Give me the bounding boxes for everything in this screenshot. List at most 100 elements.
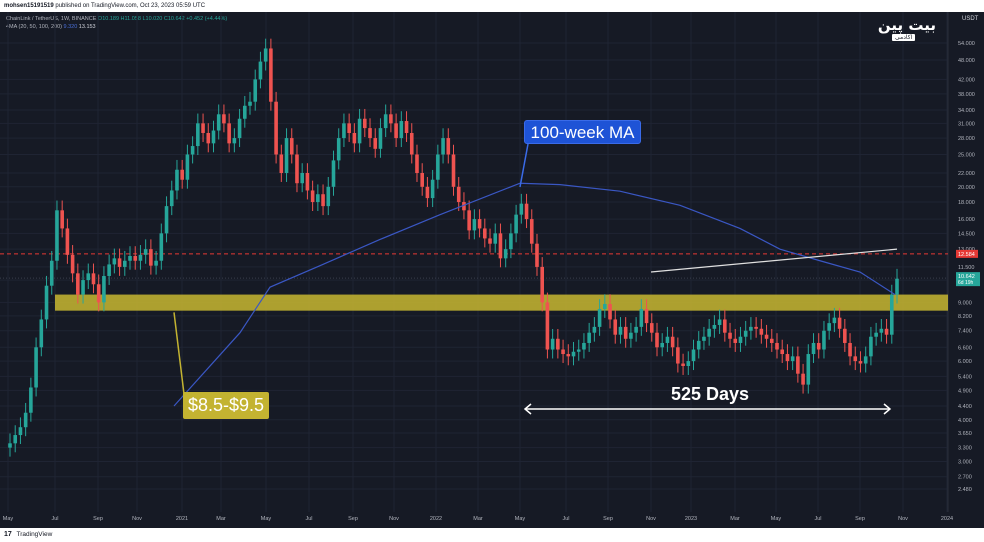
candle-body (70, 254, 75, 274)
trend-line (650, 248, 898, 273)
candle-body (738, 336, 743, 343)
price-tick-label: 8.200 (958, 314, 972, 320)
candle-body (874, 332, 878, 337)
candle-body (18, 427, 23, 436)
ma-value-1: 9.320 (63, 24, 78, 30)
candle-body (545, 302, 550, 350)
candle-body (550, 338, 555, 350)
price-tick-label: 38.000 (958, 92, 975, 98)
time-tick-label: 2022 (430, 516, 442, 522)
time-tick-label: May (261, 516, 272, 522)
candle-body (378, 128, 383, 149)
candle-body (316, 194, 320, 203)
price-tick-label: 31.000 (958, 121, 975, 127)
candle-body (660, 342, 665, 348)
candle-body (96, 284, 101, 303)
candle-body (60, 210, 64, 229)
current-price-text: 10.642 (958, 274, 975, 280)
candle-body (608, 304, 612, 320)
candle-body (44, 285, 49, 320)
symbol-title[interactable]: ChainLink / TetherUS, 1W, BINANCE (6, 16, 97, 22)
candle-body (644, 308, 649, 324)
price-tick-label: 3.300 (958, 446, 972, 452)
candle-body (790, 356, 795, 362)
candle-body (446, 138, 451, 155)
candle-body (529, 219, 534, 244)
candle-body (462, 202, 466, 211)
candle-body (430, 179, 435, 199)
candle-body (483, 228, 487, 239)
candle-body (603, 304, 607, 309)
ma-callout-label: 100-week MA (524, 120, 641, 144)
candle-body (86, 273, 91, 281)
candle-body (331, 160, 336, 187)
time-tick-label: Sep (93, 516, 103, 522)
candle-body (670, 336, 675, 348)
candle-body (284, 138, 289, 173)
candle-body (895, 278, 899, 295)
candle-body (190, 146, 195, 155)
publish-bar: mohsen15191519 published on TradingView.… (0, 0, 984, 12)
candle-body (822, 330, 826, 350)
candle-body (263, 48, 268, 62)
candle-body (503, 249, 508, 259)
candle-body (801, 373, 805, 385)
candle-body (300, 172, 304, 184)
price-tick-label: 20.000 (958, 185, 975, 191)
candle-body (185, 154, 190, 180)
ma-indicator-label[interactable]: 4MA (20, 50, 100, 200) (6, 24, 62, 30)
candle-body (686, 361, 691, 367)
time-tick-label: Mar (730, 516, 740, 522)
price-tick-label: 4.400 (958, 404, 972, 410)
price-tick-label: 54.000 (958, 41, 975, 47)
candle-body (269, 48, 273, 102)
candle-body (336, 138, 341, 161)
time-tick-label: Sep (603, 516, 613, 522)
candle-body (363, 118, 367, 129)
publish-info: published on TradingView.com, Oct 23, 20… (55, 3, 206, 9)
candle-body (253, 79, 258, 102)
time-tick-label: Sep (348, 516, 358, 522)
candle-body (509, 233, 513, 250)
candle-body (618, 326, 623, 335)
candle-body (389, 114, 393, 124)
currency-label: USDT (962, 16, 979, 22)
candle-body (133, 255, 138, 261)
candle-body (597, 308, 602, 327)
candle-body (456, 186, 461, 203)
time-tick-label: 2024 (941, 516, 953, 522)
support-zone-label: $8.5-$9.5 (183, 392, 269, 419)
time-tick-label: Nov (898, 516, 908, 522)
candle-body (342, 123, 346, 139)
candle-body (107, 264, 111, 277)
candle-body (169, 190, 174, 207)
candle-body (837, 317, 842, 329)
candle-body (368, 128, 372, 139)
candle-body (613, 319, 618, 335)
ma-100-week-line (173, 182, 896, 407)
price-tick-label: 34.000 (958, 108, 975, 114)
time-tick-label: May (3, 516, 14, 522)
price-tick-label: 42.000 (958, 77, 975, 83)
candle-body (49, 260, 54, 286)
chart-legend: ChainLink / TetherUS, 1W, BINANCE O10.18… (6, 15, 227, 31)
price-tick-label: 48.000 (958, 58, 975, 64)
price-tick-label: 4.900 (958, 388, 972, 394)
price-tick-label: 2.480 (958, 487, 972, 493)
candle-body (561, 349, 565, 355)
candle-body (889, 294, 894, 335)
price-tick-label: 11.500 (958, 265, 974, 271)
candle-body (806, 354, 811, 385)
candle-body (858, 361, 863, 364)
candle-body (159, 233, 164, 261)
candle-body (441, 138, 445, 155)
logo-sub-text: آکادمی (892, 34, 916, 41)
candle-body (775, 342, 779, 350)
support-zone-band (55, 294, 948, 311)
time-tick-label: Nov (132, 516, 142, 522)
price-chart[interactable]: 54.000 48.000 42.000 38.000 34.000 31.000 28.0… (0, 12, 984, 528)
candle-body (832, 317, 837, 324)
candle-body (122, 260, 127, 267)
candle-body (780, 349, 785, 355)
candle-body (8, 443, 12, 448)
